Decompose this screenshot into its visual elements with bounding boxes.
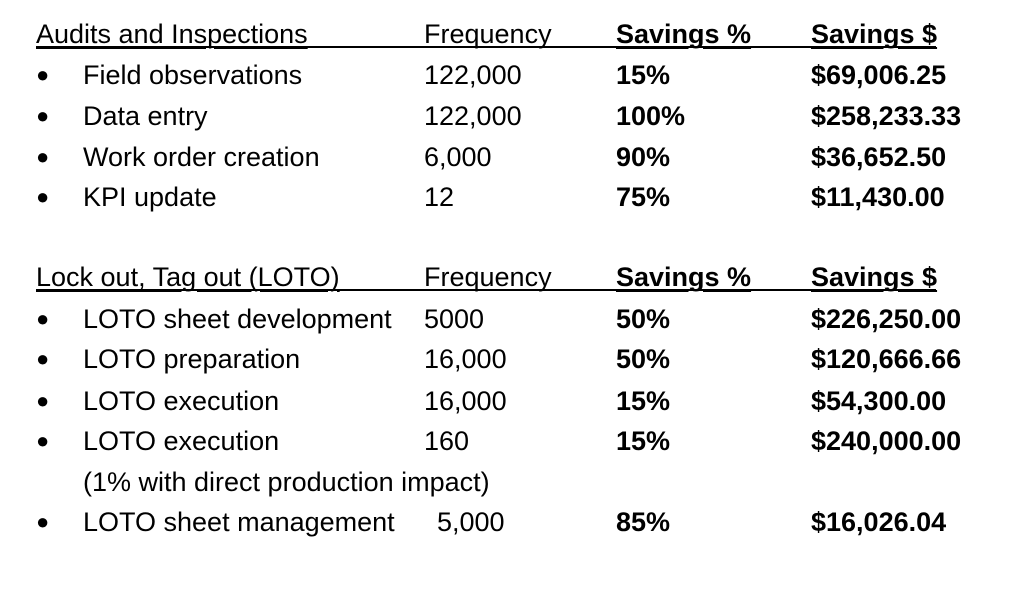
row-frequency: 122,000 bbox=[424, 101, 522, 131]
row-savings-dollars: $36,652.50 bbox=[811, 142, 947, 172]
row-item: LOTO sheet management bbox=[83, 507, 395, 537]
column-header-savings-dollars: Savings $ bbox=[811, 262, 938, 292]
row-item: Field observations bbox=[83, 60, 303, 90]
row-savings-dollars: $11,430.00 bbox=[811, 182, 945, 212]
row-frequency: 122,000 bbox=[424, 60, 522, 90]
bullet-icon: ● bbox=[36, 428, 50, 453]
row-item: LOTO execution bbox=[83, 386, 280, 416]
table-row: ● LOTO preparation 16,000 50% $120,666.6… bbox=[0, 339, 1024, 379]
header-rule bbox=[36, 46, 936, 48]
column-header-savings-dollars: Savings $ bbox=[811, 19, 938, 49]
row-savings-percent: 50% bbox=[616, 304, 671, 334]
row-note-text: (1% with direct production impact) bbox=[83, 467, 490, 497]
table-row: ● LOTO execution 16,000 15% $54,300.00 bbox=[0, 381, 1024, 421]
bullet-icon: ● bbox=[36, 144, 50, 169]
bullet-icon: ● bbox=[36, 103, 50, 128]
header-rule bbox=[36, 289, 936, 291]
row-savings-dollars: $120,666.66 bbox=[811, 344, 962, 374]
bullet-icon: ● bbox=[36, 184, 50, 209]
row-item: LOTO sheet development bbox=[83, 304, 392, 334]
row-frequency: 12 bbox=[424, 182, 455, 212]
bullet-icon: ● bbox=[36, 509, 50, 534]
table-row: ● Work order creation 6,000 90% $36,652.… bbox=[0, 137, 1024, 177]
row-item: Data entry bbox=[83, 101, 208, 131]
row-item: KPI update bbox=[83, 182, 217, 212]
bullet-icon: ● bbox=[36, 306, 50, 331]
row-savings-percent: 50% bbox=[616, 344, 671, 374]
table-row: ● KPI update 12 75% $11,430.00 bbox=[0, 177, 1024, 217]
row-savings-dollars: $258,233.33 bbox=[811, 101, 962, 131]
row-savings-percent: 90% bbox=[616, 142, 671, 172]
table-row: ● LOTO sheet development 5000 50% $226,2… bbox=[0, 299, 1024, 339]
row-frequency: 160 bbox=[424, 426, 470, 456]
section-header-audits: Audits and Inspections Frequency Savings… bbox=[0, 14, 1024, 54]
bullet-icon: ● bbox=[36, 62, 50, 87]
section-title: Audits and Inspections bbox=[36, 19, 308, 49]
row-savings-percent: 15% bbox=[616, 60, 671, 90]
column-header-savings-percent: Savings % bbox=[616, 262, 752, 292]
table-row: ● Field observations 122,000 15% $69,006… bbox=[0, 55, 1024, 95]
column-header-frequency: Frequency bbox=[424, 262, 552, 292]
row-savings-percent: 100% bbox=[616, 101, 686, 131]
bullet-icon: ● bbox=[36, 388, 50, 413]
bullet-icon: ● bbox=[36, 346, 50, 371]
row-item: LOTO preparation bbox=[83, 344, 301, 374]
table-row: ● LOTO sheet management 5,000 85% $16,02… bbox=[0, 502, 1024, 542]
row-frequency: 16,000 bbox=[424, 386, 507, 416]
row-note: (1% with direct production impact) bbox=[0, 462, 1024, 502]
row-frequency: 5,000 bbox=[437, 507, 505, 537]
row-savings-percent: 15% bbox=[616, 426, 671, 456]
row-savings-dollars: $240,000.00 bbox=[811, 426, 962, 456]
section-header-loto: Lock out, Tag out (LOTO) Frequency Savin… bbox=[0, 257, 1024, 297]
row-savings-percent: 85% bbox=[616, 507, 671, 537]
row-frequency: 6,000 bbox=[424, 142, 492, 172]
row-item: Work order creation bbox=[83, 142, 320, 172]
row-savings-dollars: $226,250.00 bbox=[811, 304, 962, 334]
row-savings-dollars: $16,026.04 bbox=[811, 507, 947, 537]
column-header-savings-percent: Savings % bbox=[616, 19, 752, 49]
row-savings-percent: 75% bbox=[616, 182, 671, 212]
row-frequency: 16,000 bbox=[424, 344, 507, 374]
table-row: ● Data entry 122,000 100% $258,233.33 bbox=[0, 96, 1024, 136]
row-frequency: 5000 bbox=[424, 304, 485, 334]
table-row: ● LOTO execution 160 15% $240,000.00 bbox=[0, 421, 1024, 461]
row-savings-percent: 15% bbox=[616, 386, 671, 416]
row-savings-dollars: $69,006.25 bbox=[811, 60, 947, 90]
section-title: Lock out, Tag out (LOTO) bbox=[36, 262, 340, 292]
row-item: LOTO execution bbox=[83, 426, 280, 456]
row-savings-dollars: $54,300.00 bbox=[811, 386, 947, 416]
column-header-frequency: Frequency bbox=[424, 19, 552, 49]
